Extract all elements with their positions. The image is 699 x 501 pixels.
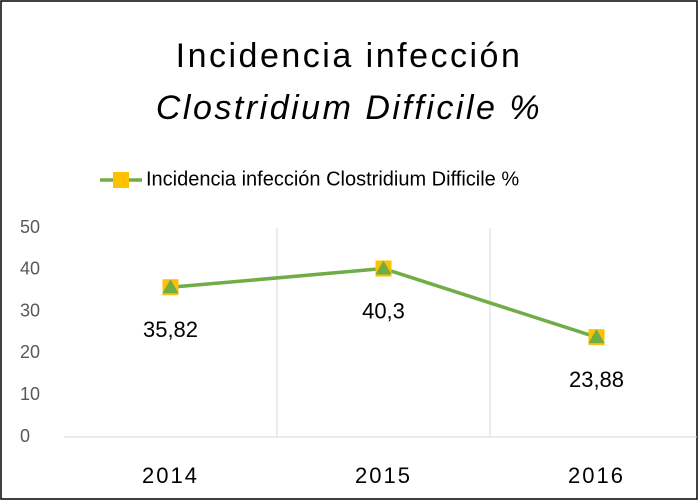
x-tick-label: 2016 xyxy=(568,463,625,488)
y-tick-label: 0 xyxy=(20,426,30,446)
y-tick-label: 30 xyxy=(20,300,40,320)
y-tick-label: 40 xyxy=(20,259,40,279)
y-tick-label: 20 xyxy=(20,342,40,362)
data-label: 40,3 xyxy=(362,298,405,323)
y-tick-label: 50 xyxy=(20,217,40,237)
chart-title: Incidencia infección xyxy=(176,37,523,75)
marker-triangle xyxy=(588,329,605,344)
x-tick-label: 2015 xyxy=(355,463,412,488)
chart-subtitle: Clostridium Difficile % xyxy=(156,89,542,127)
marker-triangle xyxy=(162,279,179,294)
x-tick-label: 2014 xyxy=(142,463,199,488)
marker-triangle xyxy=(375,260,392,275)
y-tick-label: 10 xyxy=(20,384,40,404)
legend-marker xyxy=(113,172,129,188)
data-label: 35,82 xyxy=(143,317,198,342)
data-label: 23,88 xyxy=(569,367,624,392)
legend-label: Incidencia infección Clostridium Diffici… xyxy=(146,168,519,190)
